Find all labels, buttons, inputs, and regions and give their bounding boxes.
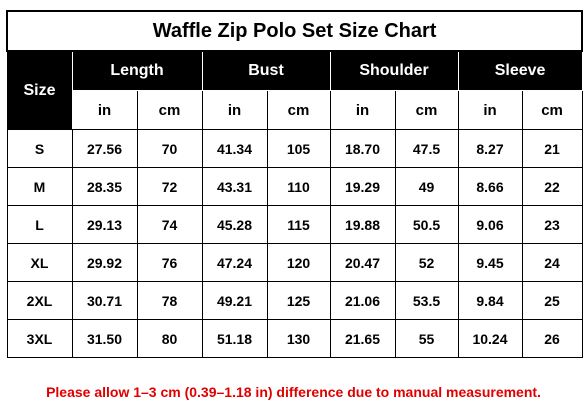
cell-sleeve-in: 8.66	[457, 167, 523, 206]
cell-sleeve-cm: 26	[521, 319, 583, 358]
size-cell: L	[6, 205, 73, 244]
length-cm-header: cm	[136, 90, 203, 130]
cell-shoulder-cm: 53.5	[394, 281, 459, 320]
cell-bust-cm: 110	[266, 167, 331, 206]
size-cell: 2XL	[6, 281, 73, 320]
unit-header-row: in cm in cm in cm in cm	[7, 90, 583, 130]
cell-sleeve-in: 10.24	[457, 319, 523, 358]
cell-shoulder-in: 19.29	[329, 167, 396, 206]
sleeve-cm-header: cm	[521, 90, 583, 130]
chart-title: Waffle Zip Polo Set Size Chart	[5, 10, 584, 52]
cell-sleeve-cm: 21	[521, 129, 583, 168]
cell-shoulder-in: 19.88	[329, 205, 396, 244]
cell-length-cm: 78	[136, 281, 203, 320]
cell-sleeve-cm: 24	[521, 243, 583, 282]
cell-sleeve-cm: 22	[521, 167, 583, 206]
cell-length-cm: 76	[136, 243, 203, 282]
cell-length-cm: 70	[136, 129, 203, 168]
measurement-note: Please allow 1–3 cm (0.39–1.18 in) diffe…	[46, 384, 541, 400]
size-cell: S	[6, 129, 73, 168]
sleeve-in-header: in	[457, 90, 523, 130]
cell-length-cm: 72	[136, 167, 203, 206]
cell-length-in: 28.35	[71, 167, 138, 206]
length-header: Length	[71, 50, 203, 91]
cell-shoulder-cm: 50.5	[394, 205, 459, 244]
cell-bust-cm: 105	[266, 129, 331, 168]
size-column-header: Size	[6, 50, 73, 130]
bust-cm-header: cm	[266, 90, 331, 130]
cell-length-in: 29.13	[71, 205, 138, 244]
cell-bust-in: 51.18	[201, 319, 268, 358]
bust-header: Bust	[201, 50, 331, 91]
shoulder-in-header: in	[329, 90, 396, 130]
size-cell: XL	[6, 243, 73, 282]
size-cell: 3XL	[6, 319, 73, 358]
size-cell: M	[6, 167, 73, 206]
cell-shoulder-cm: 47.5	[394, 129, 459, 168]
cell-bust-in: 45.28	[201, 205, 268, 244]
table-row: M 28.35 72 43.31 110 19.29 49 8.66 22	[6, 167, 583, 206]
table-body: Waffle Zip Polo Set Size Chart Size Leng…	[5, 10, 584, 358]
bust-in-header: in	[201, 90, 268, 130]
shoulder-header: Shoulder	[329, 50, 459, 91]
cell-length-in: 31.50	[71, 319, 138, 358]
cell-sleeve-in: 9.84	[457, 281, 523, 320]
cell-bust-cm: 125	[266, 281, 331, 320]
cell-bust-cm: 115	[266, 205, 331, 244]
cell-length-in: 27.56	[71, 129, 138, 168]
group-header-row: Size Length Bust Shoulder Sleeve	[6, 50, 583, 130]
cell-bust-in: 49.21	[201, 281, 268, 320]
sleeve-header: Sleeve	[457, 50, 583, 91]
cell-sleeve-in: 9.45	[457, 243, 523, 282]
length-in-header: in	[71, 90, 138, 130]
cell-length-cm: 74	[136, 205, 203, 244]
table-row: 2XL 30.71 78 49.21 125 21.06 53.5 9.84 25	[6, 281, 583, 320]
cell-length-in: 29.92	[71, 243, 138, 282]
cell-shoulder-cm: 52	[394, 243, 459, 282]
cell-shoulder-in: 21.65	[329, 319, 396, 358]
cell-shoulder-in: 20.47	[329, 243, 396, 282]
cell-shoulder-cm: 49	[394, 167, 459, 206]
table-row: 3XL 31.50 80 51.18 130 21.65 55 10.24 26	[6, 319, 583, 358]
cell-bust-in: 41.34	[201, 129, 268, 168]
cell-bust-cm: 120	[266, 243, 331, 282]
table-row: L 29.13 74 45.28 115 19.88 50.5 9.06 23	[6, 205, 583, 244]
shoulder-cm-header: cm	[394, 90, 459, 130]
table-row: XL 29.92 76 47.24 120 20.47 52 9.45 24	[6, 243, 583, 282]
cell-bust-in: 43.31	[201, 167, 268, 206]
size-chart-table: Waffle Zip Polo Set Size Chart Size Leng…	[5, 10, 584, 358]
cell-sleeve-in: 9.06	[457, 205, 523, 244]
cell-sleeve-cm: 25	[521, 281, 583, 320]
table-row: S 27.56 70 41.34 105 18.70 47.5 8.27 21	[6, 129, 583, 168]
cell-sleeve-in: 8.27	[457, 129, 523, 168]
cell-shoulder-cm: 55	[394, 319, 459, 358]
cell-shoulder-in: 21.06	[329, 281, 396, 320]
cell-sleeve-cm: 23	[521, 205, 583, 244]
cell-bust-in: 47.24	[201, 243, 268, 282]
cell-bust-cm: 130	[266, 319, 331, 358]
cell-shoulder-in: 18.70	[329, 129, 396, 168]
cell-length-in: 30.71	[71, 281, 138, 320]
cell-length-cm: 80	[136, 319, 203, 358]
